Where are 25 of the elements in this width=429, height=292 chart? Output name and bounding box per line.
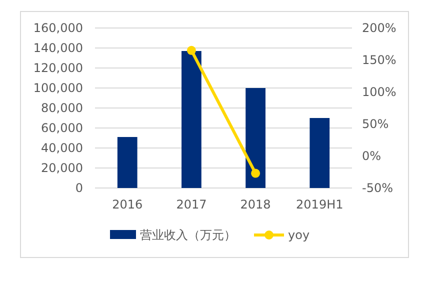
y-tick-label: 100,000: [33, 80, 83, 95]
bar: [182, 51, 202, 188]
legend-label: yoy: [288, 228, 310, 242]
y2-tick-label: 150%: [362, 52, 396, 67]
x-tick-label: 2018: [240, 198, 271, 212]
y2-tick-label: 0%: [362, 148, 382, 163]
bar: [117, 137, 138, 188]
bar: [246, 88, 266, 188]
x-tick-label: 2016: [112, 198, 143, 212]
y-tick-label: 140,000: [33, 40, 83, 55]
legend-label: 营业收入（万元）: [140, 228, 236, 242]
y-tick-label: 40,000: [41, 140, 83, 155]
x-tick-label: 2019H1: [296, 198, 344, 212]
y2-tick-label: 200%: [362, 20, 396, 35]
y2-tick-label: 50%: [362, 116, 389, 131]
bar: [310, 118, 330, 188]
y-tick-label: 120,000: [33, 60, 83, 75]
x-tick-label: 2017: [176, 198, 207, 212]
y-tick-label: 0: [75, 180, 83, 195]
y-tick-label: 80,000: [41, 100, 83, 115]
y2-tick-label: -50%: [362, 180, 394, 195]
y2-tick-label: 100%: [362, 84, 396, 99]
y-tick-label: 160,000: [33, 20, 83, 35]
y-tick-label: 20,000: [41, 160, 83, 175]
y-tick-label: 60,000: [41, 120, 83, 135]
